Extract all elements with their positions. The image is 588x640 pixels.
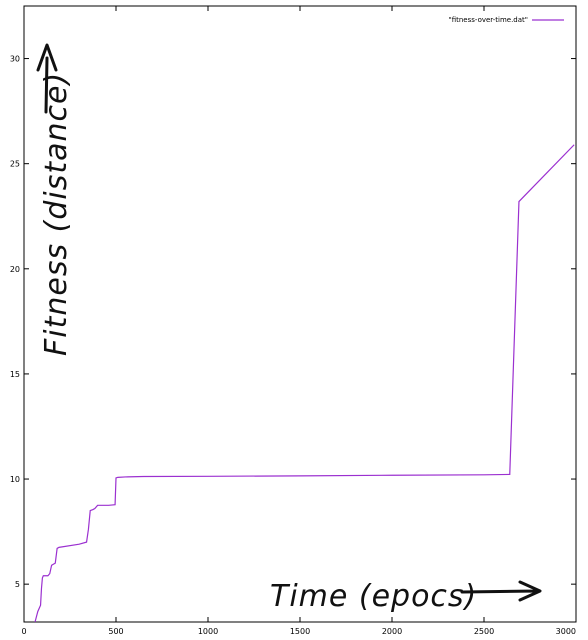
y-tick-label: 25 [10, 160, 20, 169]
y-tick-label: 10 [10, 475, 20, 484]
y-tick-label: 20 [10, 265, 20, 274]
y-axis-arrow [36, 43, 58, 114]
y-tick-label: 15 [10, 370, 20, 379]
legend-series-label: "fitness-over-time.dat" [449, 16, 529, 24]
x-tick-label: 2500 [474, 627, 494, 636]
x-tick-label: 0 [21, 627, 26, 636]
x-axis-label: Time (epocs) [270, 579, 477, 614]
y-axis-ticks: 5 10 15 20 25 30 [10, 55, 576, 589]
x-tick-label: 500 [108, 627, 123, 636]
plot-frame [23, 5, 577, 623]
x-tick-label: 1000 [198, 627, 218, 636]
y-tick-label: 5 [15, 580, 20, 589]
x-axis-label-group: Time (epocs) [270, 579, 542, 614]
legend: "fitness-over-time.dat" [449, 16, 564, 24]
x-tick-label: 3000 [556, 627, 576, 636]
fitness-series-line [34, 144, 575, 623]
x-axis-arrow [460, 580, 542, 602]
x-tick-label: 2000 [382, 627, 402, 636]
y-axis-label-group: Fitness (distance) [36, 43, 74, 356]
y-axis-label: Fitness (distance) [39, 72, 74, 356]
x-tick-label: 1500 [290, 627, 310, 636]
y-tick-label: 30 [10, 55, 20, 64]
x-axis-ticks: 0 500 1000 1500 2000 2500 3000 [21, 6, 577, 636]
